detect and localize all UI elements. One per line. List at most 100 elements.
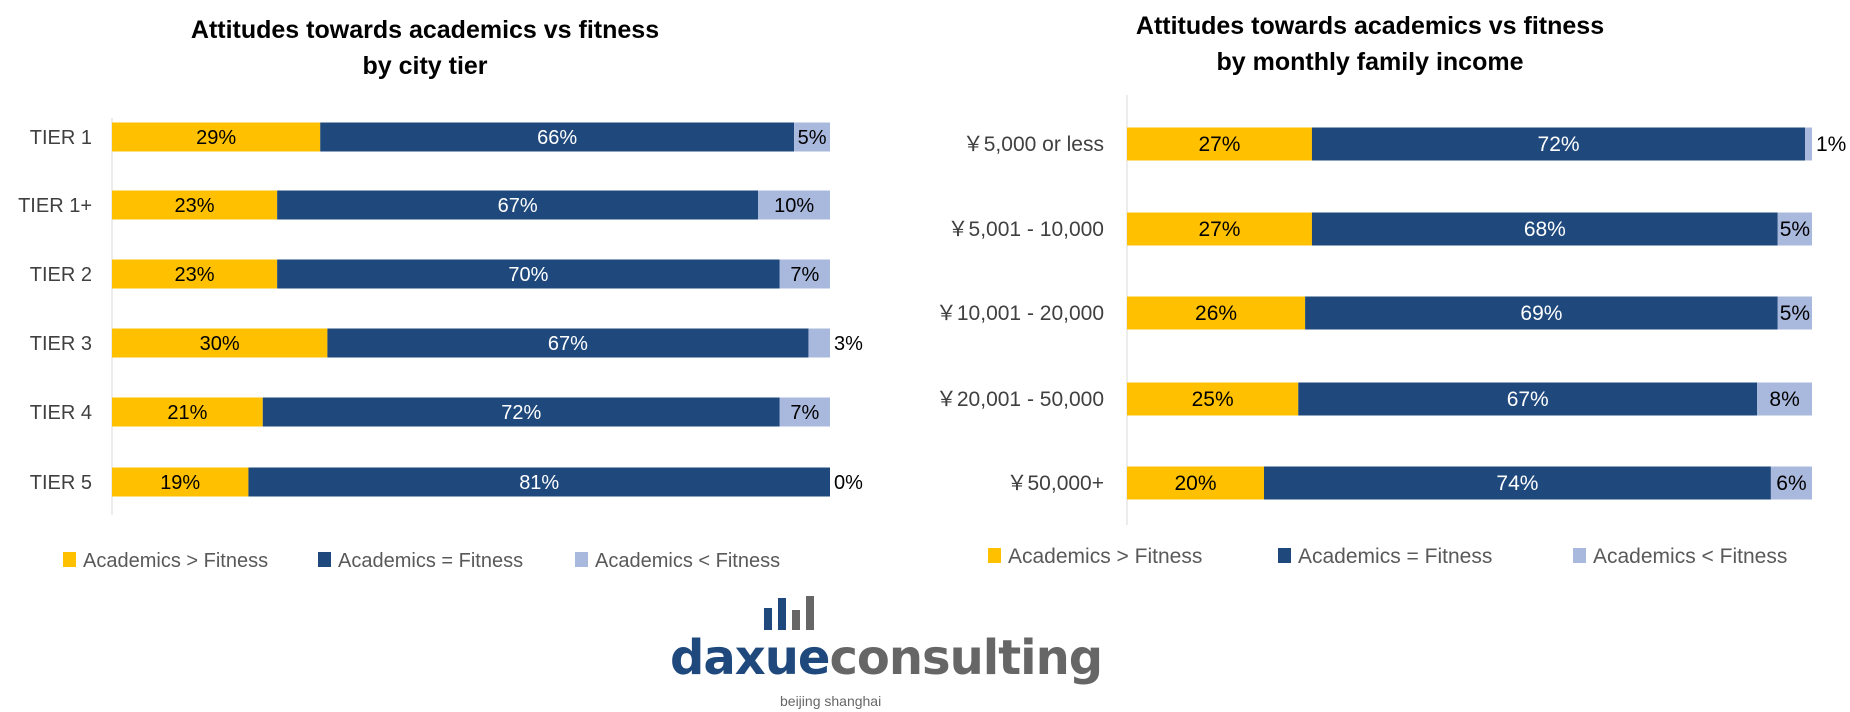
data-label: 6% <box>1776 472 1806 495</box>
logo-bar <box>764 608 772 630</box>
data-label: 7% <box>790 402 819 424</box>
data-label: 27% <box>1198 218 1240 241</box>
bar-segment <box>794 122 830 152</box>
logo-graphic: daxueconsulting beijing shanghai <box>670 596 1103 709</box>
logo-bar <box>778 598 786 630</box>
legend-label: Academics > Fitness <box>83 550 268 572</box>
data-label: 10% <box>774 195 814 217</box>
logo-tagline: beijing shanghai <box>780 693 881 709</box>
data-label: 5% <box>1780 302 1810 325</box>
legend-swatch <box>575 552 588 567</box>
data-label: 3% <box>834 333 863 355</box>
chart-title-city-tier: Attitudes towards academics vs fitness b… <box>125 12 725 84</box>
data-label: 5% <box>798 127 827 149</box>
chart-title-income: Attitudes towards academics vs fitness b… <box>1070 8 1670 80</box>
bar-segment <box>1127 466 1264 500</box>
bar-segment <box>112 259 278 289</box>
data-label: 19% <box>160 472 200 494</box>
legend-swatch <box>988 548 1001 563</box>
bar-segment <box>320 122 795 152</box>
data-label: 5% <box>1780 218 1810 241</box>
category-label: TIER 5 <box>30 472 92 494</box>
bar-segment <box>1127 296 1306 330</box>
category-label: TIER 1 <box>30 127 92 149</box>
bar-segment <box>1298 382 1758 416</box>
logo-bar <box>806 596 814 630</box>
bar-segment <box>277 190 759 220</box>
data-label: 67% <box>498 195 538 217</box>
category-label: TIER 4 <box>30 402 92 424</box>
data-label: 20% <box>1174 472 1216 495</box>
legend-swatch <box>1278 548 1291 563</box>
legend-label: Academics > Fitness <box>1008 545 1202 568</box>
bar-segment <box>1127 127 1312 161</box>
daxue-consulting-logo: daxueconsulting beijing shanghai <box>660 596 1220 712</box>
bar-segment <box>112 122 321 152</box>
data-label: 1% <box>1816 133 1846 156</box>
bar-segment <box>248 467 831 497</box>
bar-segment <box>808 328 830 358</box>
data-label: 23% <box>175 195 215 217</box>
category-label: ￥10,001 - 20,000 <box>936 302 1104 325</box>
data-label: 8% <box>1769 388 1799 411</box>
legend-label: Academics < Fitness <box>1593 545 1787 568</box>
category-label: ￥5,000 or less <box>963 133 1104 156</box>
data-label: 30% <box>200 333 240 355</box>
bar-segment <box>1777 212 1812 246</box>
bar-segment <box>112 328 328 358</box>
title-line-1: Attitudes towards academics vs fitness <box>190 16 660 44</box>
bar-segment <box>1127 382 1299 416</box>
bar-segment <box>1311 212 1778 246</box>
logo-bar <box>792 610 800 630</box>
title-line-2: by monthly family income <box>1216 48 1524 76</box>
bar-segment <box>112 190 278 220</box>
bar-segment <box>112 397 263 427</box>
category-label: TIER 1+ <box>18 195 92 217</box>
bar-segment <box>1770 466 1812 500</box>
bar-segment <box>779 397 830 427</box>
data-label: 26% <box>1195 302 1237 325</box>
legend-label: Academics < Fitness <box>595 550 780 572</box>
bar-segment <box>327 328 809 358</box>
legend-swatch <box>318 552 331 567</box>
data-label: 67% <box>548 333 588 355</box>
bar-segment <box>1305 296 1778 330</box>
data-label: 68% <box>1524 218 1566 241</box>
data-label: 72% <box>1538 133 1580 156</box>
legend-label: Academics = Fitness <box>1298 545 1492 568</box>
bar-segment <box>1805 127 1812 161</box>
legend-swatch <box>1573 548 1586 563</box>
data-label: 0% <box>834 472 863 494</box>
category-label: ￥50,000+ <box>1007 472 1105 495</box>
data-label: 69% <box>1520 302 1562 325</box>
bar-segment <box>262 397 780 427</box>
title-line-1: Attitudes towards academics vs fitness <box>1135 12 1605 40</box>
category-label: TIER 2 <box>30 264 92 286</box>
data-label: 27% <box>1198 133 1240 156</box>
category-label: TIER 3 <box>30 333 92 355</box>
data-label: 21% <box>167 402 207 424</box>
bar-segment <box>1777 296 1812 330</box>
data-label: 7% <box>790 264 819 286</box>
bar-segment <box>1311 127 1806 161</box>
data-label: 66% <box>537 127 577 149</box>
legend-swatch <box>63 552 76 567</box>
legend-label: Academics = Fitness <box>338 550 523 572</box>
bar-segment <box>758 190 830 220</box>
data-label: 74% <box>1496 472 1538 495</box>
bar-segment <box>1127 212 1312 246</box>
category-label: ￥5,001 - 10,000 <box>948 218 1104 241</box>
bar-segment <box>277 259 780 289</box>
data-label: 67% <box>1507 388 1549 411</box>
data-label: 25% <box>1192 388 1234 411</box>
logo-primary: daxue <box>670 630 829 686</box>
logo-secondary: consulting <box>829 630 1102 686</box>
data-label: 72% <box>501 402 541 424</box>
bar-segment <box>1264 466 1771 500</box>
logo-wordmark: daxueconsulting <box>670 630 1102 686</box>
category-label: ￥20,001 - 50,000 <box>936 388 1104 411</box>
data-label: 29% <box>196 127 236 149</box>
data-label: 81% <box>519 472 559 494</box>
bar-segment <box>1757 382 1812 416</box>
